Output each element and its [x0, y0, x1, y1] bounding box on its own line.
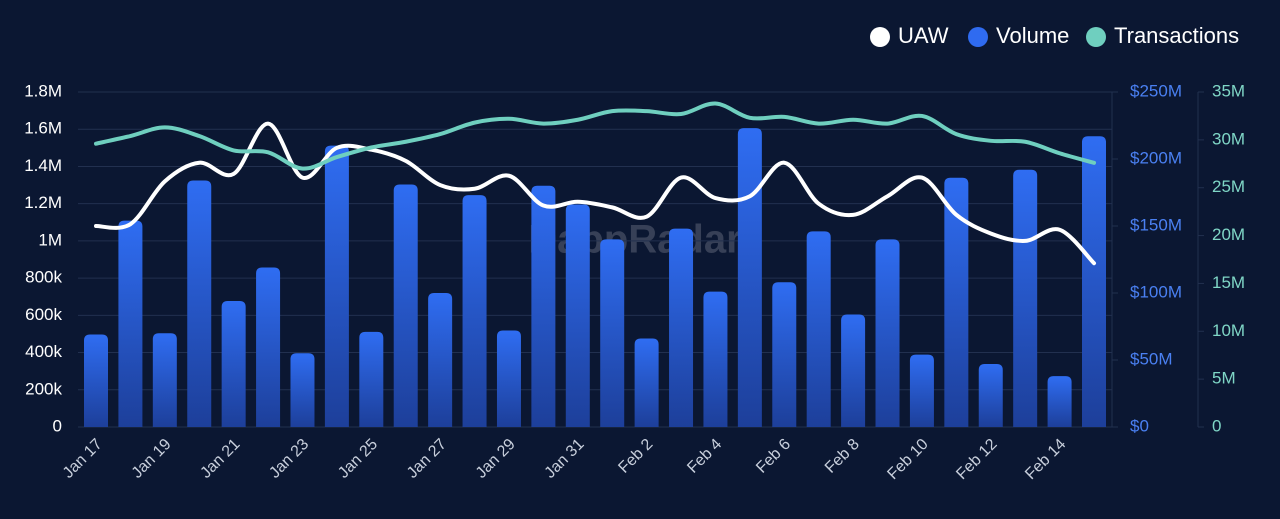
bar — [944, 177, 969, 427]
bar — [634, 338, 659, 427]
legend-label: Volume — [996, 23, 1069, 48]
bar — [703, 291, 728, 427]
bar — [1082, 136, 1106, 427]
bar — [324, 145, 349, 427]
bar — [1013, 169, 1038, 427]
y-tick-label: 1.4M — [24, 156, 62, 175]
line — [94, 101, 1096, 171]
legend-swatch — [870, 27, 890, 47]
y-tick-label: 600k — [25, 305, 62, 324]
bar — [221, 301, 246, 427]
bar — [290, 353, 315, 427]
y3-tick-label: 10M — [1212, 321, 1245, 340]
bar — [565, 204, 590, 427]
y3-tick-label: 0 — [1212, 416, 1221, 435]
y2-tick-label: $50M — [1130, 349, 1173, 368]
y3-tick-label: 5M — [1212, 369, 1236, 388]
bar — [256, 267, 281, 427]
y3-tick-label: 20M — [1212, 225, 1245, 244]
y3-tick-label: 25M — [1212, 177, 1245, 196]
y3-tick-label: 15M — [1212, 273, 1245, 292]
watermark: DappRadar — [528, 218, 741, 262]
legend-label: UAW — [898, 23, 949, 48]
bar — [496, 330, 521, 427]
line — [94, 121, 1096, 266]
bar — [669, 228, 694, 427]
y3-tick-label: 30M — [1212, 129, 1245, 148]
bar — [909, 354, 934, 427]
bar — [531, 185, 556, 427]
y2-tick-label: $250M — [1130, 81, 1182, 100]
bar — [600, 239, 625, 427]
y-tick-label: 1M — [38, 230, 62, 249]
bar — [152, 333, 177, 427]
bar — [118, 220, 143, 427]
y-tick-label: 0 — [53, 416, 62, 435]
y3-tick-label: 35M — [1212, 81, 1245, 100]
y2-tick-label: $150M — [1130, 215, 1182, 234]
y-tick-label: 800k — [25, 268, 62, 287]
y2-tick-label: $200M — [1130, 148, 1182, 167]
bar — [393, 184, 418, 427]
legend-swatch — [1086, 27, 1106, 47]
bar — [84, 334, 108, 427]
bar — [841, 314, 866, 427]
y-tick-label: 1.6M — [24, 119, 62, 138]
bar — [978, 364, 1003, 427]
bar — [737, 128, 762, 427]
bar — [187, 180, 212, 427]
legend-label: Transactions — [1114, 23, 1239, 48]
y2-tick-label: $100M — [1130, 282, 1182, 301]
y-tick-label: 400k — [25, 342, 62, 361]
bar — [806, 231, 831, 427]
bar — [1047, 376, 1072, 427]
y2-tick-label: $0 — [1130, 416, 1149, 435]
y-tick-label: 1.8M — [24, 81, 62, 100]
legend-swatch — [968, 27, 988, 47]
y-tick-label: 1.2M — [24, 193, 62, 212]
bar — [359, 331, 384, 427]
bar — [875, 239, 900, 427]
bar — [462, 195, 487, 427]
y-tick-label: 200k — [25, 379, 62, 398]
bar — [428, 293, 453, 427]
bar — [772, 282, 797, 427]
